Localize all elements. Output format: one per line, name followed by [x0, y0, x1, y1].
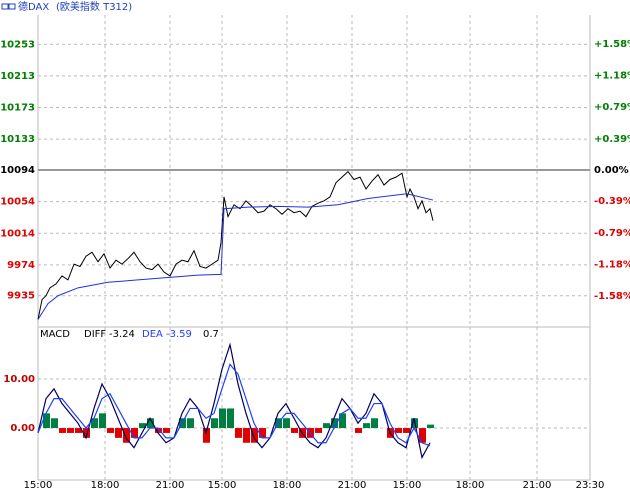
y2-tick-label: +0.79%: [594, 102, 630, 113]
macd-bar: [139, 423, 146, 429]
y-tick-label: 9935: [7, 291, 35, 302]
macd-bar: [147, 418, 154, 429]
x-tick-label: 18:00: [273, 480, 302, 490]
x-tick-label: 21:00: [523, 480, 552, 490]
macd-bar: [75, 428, 82, 433]
icon: [8, 3, 16, 10]
price-line: [37, 193, 434, 320]
macd-bar: [211, 418, 218, 429]
macd-bar: [363, 423, 370, 429]
x-tick-label: 15:00: [24, 480, 53, 490]
y-tick-label: 10094: [0, 165, 35, 176]
macd-bar: [83, 428, 90, 438]
diff-label: DIFF: [84, 329, 106, 340]
macd-bar: [283, 418, 290, 429]
y2-tick-label: -1.18%: [594, 259, 630, 270]
dea-value: -3.59: [166, 329, 192, 340]
macd-bar: [251, 428, 258, 443]
y2-tick-label: -0.39%: [594, 196, 630, 207]
macd-bar: [331, 418, 338, 429]
y-tick-label: 10133: [0, 134, 35, 145]
macd-bar: [59, 428, 66, 433]
x-tick-label: 23:30: [576, 480, 605, 490]
macd-line: [37, 363, 431, 447]
macd-bar: [219, 408, 226, 429]
y-tick-label: 10173: [0, 103, 35, 114]
y2-tick-label: -1.58%: [594, 291, 630, 302]
x-tick-label: 21:00: [156, 480, 185, 490]
instrument-name: 德DAX: [18, 0, 49, 13]
dea-label: DEA: [142, 329, 163, 340]
y2-tick-label: +1.58%: [594, 39, 630, 50]
macd-bar: [291, 428, 298, 433]
y-tick-label: 0.00: [10, 423, 35, 434]
macd-bar: [107, 428, 114, 433]
macd-title: MACD: [40, 329, 70, 340]
x-tick-label: 15:00: [393, 480, 422, 490]
diff-value: -3.24: [109, 329, 135, 340]
macd-bar: [203, 428, 210, 443]
macd-bar: [99, 413, 106, 429]
macd-bar: [67, 428, 74, 433]
macd-bar: [323, 423, 330, 429]
y-tick-label: 10253: [0, 39, 35, 50]
x-tick-label: 18:00: [456, 480, 485, 490]
macd-bar: [403, 428, 410, 433]
macd-bar: [419, 428, 426, 443]
price-line: [37, 170, 434, 320]
macd-bar: [315, 428, 322, 433]
y-tick-label: 10054: [0, 197, 35, 208]
macd-bar: [43, 413, 50, 429]
macd-bar: [187, 418, 194, 429]
y-tick-label: 10213: [0, 71, 35, 82]
y2-tick-label: -0.79%: [594, 228, 630, 239]
y2-tick-label: +1.18%: [594, 71, 630, 82]
y-tick-label: 10014: [0, 228, 35, 239]
y2-tick-label: +0.39%: [594, 134, 630, 145]
macd-bar: [259, 428, 266, 438]
x-tick-label: 21:00: [338, 480, 367, 490]
macd-bar: [51, 418, 58, 429]
macd-bar: [91, 418, 98, 429]
macd-bar: [371, 418, 378, 429]
macd-bar: [243, 428, 250, 443]
macd-bar: [235, 428, 242, 438]
macd-value: 0.7: [203, 329, 219, 340]
macd-bar: [123, 428, 130, 443]
macd-bar: [131, 428, 138, 438]
y-tick-label: 9974: [7, 260, 35, 271]
macd-line: [37, 342, 431, 460]
macd-bar: [339, 413, 346, 429]
macd-bar: [355, 428, 362, 433]
macd-bar: [163, 428, 170, 433]
y-tick-label: 10.00: [3, 374, 35, 385]
macd-bar: [427, 424, 434, 429]
x-tick-label: 15:00: [208, 480, 237, 490]
x-tick-label: 18:00: [91, 480, 120, 490]
macd-bar: [395, 428, 402, 433]
icon: [1, 3, 9, 10]
macd-bar: [155, 428, 162, 433]
macd-bar: [115, 428, 122, 438]
y2-tick-label: 0.00%: [594, 165, 629, 176]
instrument-market: (欧美指数 T312): [56, 0, 132, 13]
macd-bar: [227, 408, 234, 429]
